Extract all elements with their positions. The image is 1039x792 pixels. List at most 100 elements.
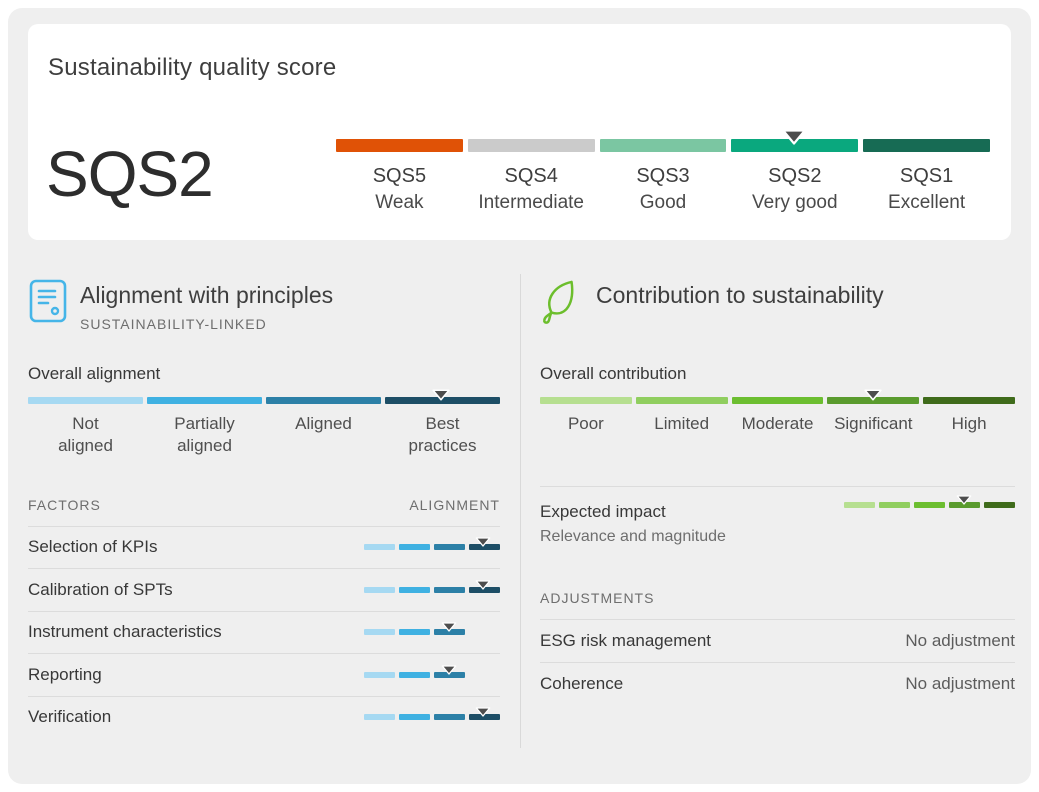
adjustment-label: ESG risk management <box>540 630 712 650</box>
scale-segment <box>364 586 395 593</box>
scale-step-label: SQS3 Good <box>636 165 690 213</box>
scale-step-label: SQS5 Weak <box>372 165 427 213</box>
scale-segment <box>540 397 632 405</box>
scale-segment <box>469 586 500 593</box>
scale-segment <box>434 544 465 551</box>
scale-segment <box>599 139 727 152</box>
scale-segment <box>28 397 143 405</box>
expected-impact-sublabel: Relevance and magnitude <box>540 527 726 545</box>
scale-step-label: Not aligned <box>58 414 113 456</box>
table-row: Verification <box>28 695 500 739</box>
scale-labels: SQS5 Weak SQS4 Intermediate SQS3 Good SQS2 Very… <box>336 165 990 214</box>
document-lines-icon <box>28 278 68 324</box>
scale-segment <box>923 397 1015 405</box>
scale-step-label: SQS2 Very good <box>752 165 838 213</box>
score-marker-icon <box>441 622 457 632</box>
scale-step-label: Significant <box>834 414 913 434</box>
adjustments-header-row: ADJUSTMENTS <box>540 590 1015 619</box>
scale-segment <box>434 671 465 678</box>
scale-step-label: Moderate <box>741 414 814 434</box>
table-row: Selection of KPIs <box>28 525 500 569</box>
scale-step-label: Aligned <box>295 414 352 434</box>
scale-segment <box>984 502 1015 509</box>
scale-segment <box>635 397 728 405</box>
factors-table-header: FACTORS ALIGNMENT <box>28 497 500 526</box>
scale-segment <box>364 671 395 678</box>
scale-bar <box>540 389 1015 405</box>
scale-segment <box>266 397 381 405</box>
sqs-rating-scale: SQS5 Weak SQS4 Intermediate SQS3 Good SQS2 Very… <box>336 129 990 214</box>
overall-alignment-label: Overall alignment <box>28 364 161 383</box>
scale-labels: Not aligned Partially aligned Aligned Best … <box>28 413 500 457</box>
scale-segment <box>336 139 463 152</box>
factor-alignment-scale <box>364 707 500 721</box>
scale-segment <box>147 397 262 405</box>
score-marker-icon <box>475 580 491 590</box>
scale-segment <box>467 139 595 152</box>
scale-segment <box>399 586 430 593</box>
scale-segment <box>731 139 859 152</box>
table-row: ESG risk management No adjustment <box>540 618 1015 662</box>
adjustments-header: ADJUSTMENTS <box>540 589 655 606</box>
scale-step-label: Partially aligned <box>174 414 235 456</box>
scale-segment <box>469 714 500 721</box>
column-divider <box>520 274 521 748</box>
adjustment-label: Coherence <box>540 673 624 693</box>
alignment-section: Alignment with principles SUSTAINABILITY… <box>28 272 500 738</box>
alignment-column-header: ALIGNMENT <box>409 496 500 513</box>
page-title: Sustainability quality score <box>48 54 337 81</box>
scale-bar <box>28 389 500 405</box>
scale-bar <box>364 665 500 678</box>
scorecard-frame: Sustainability quality score SQS2 SQS5 We… <box>8 8 1031 784</box>
scale-step-label: High <box>951 414 987 434</box>
sqs-score-value: SQS2 <box>46 138 214 210</box>
overall-contribution-label: Overall contribution <box>540 364 687 383</box>
expected-impact-label: Expected impact <box>540 502 666 522</box>
table-row: Coherence No adjustment <box>540 661 1015 705</box>
scale-segment <box>844 502 875 509</box>
score-marker-icon <box>475 707 491 717</box>
leaf-icon <box>540 278 584 326</box>
factor-label: Reporting <box>28 664 102 684</box>
scale-step-label: Poor <box>567 414 604 434</box>
factor-label: Calibration of SPTs <box>28 579 173 599</box>
factor-label: Verification <box>28 707 112 727</box>
score-marker-icon <box>441 665 457 675</box>
scale-segment <box>434 714 465 721</box>
factor-label: Selection of KPIs <box>28 537 158 557</box>
scale-segment <box>949 502 980 509</box>
scale-segment <box>399 671 430 678</box>
overall-alignment-scale: Not aligned Partially aligned Aligned Best … <box>28 389 500 457</box>
scale-step-label: Limited <box>654 414 710 434</box>
scale-bar <box>364 580 500 593</box>
scale-segment <box>914 502 945 509</box>
score-marker-icon <box>475 537 491 547</box>
score-marker-icon <box>781 129 807 145</box>
factor-alignment-scale <box>364 622 500 636</box>
scale-step-label: SQS1 Excellent <box>888 165 966 213</box>
expected-impact-row: Expected impact Relevance and magnitude <box>540 486 1015 545</box>
alignment-section-header: Alignment with principles SUSTAINABILITY… <box>28 272 500 336</box>
scale-segment <box>863 139 990 152</box>
adjustment-value: No adjustment <box>905 673 1015 693</box>
factor-alignment-scale <box>364 537 500 551</box>
scale-labels: Poor Limited Moderate Significant High <box>540 413 1015 435</box>
scale-segment <box>399 714 430 721</box>
scale-segment <box>364 544 395 551</box>
contribution-section-header: Contribution to sustainability <box>540 272 1015 336</box>
factor-label: Instrument characteristics <box>28 622 222 642</box>
scale-segment <box>434 629 465 636</box>
scale-segment <box>434 586 465 593</box>
scale-step-label: Best practices <box>408 414 477 456</box>
score-marker-icon <box>432 389 451 401</box>
scale-segment <box>399 544 430 551</box>
scale-bar <box>364 622 500 636</box>
adjustment-value: No adjustment <box>905 630 1015 650</box>
scale-segment <box>364 714 395 721</box>
scale-bar <box>336 129 990 152</box>
alignment-section-title: Alignment with principles <box>80 282 334 308</box>
scale-step-label: SQS4 Intermediate <box>478 165 584 213</box>
table-row: Reporting <box>28 653 500 696</box>
overall-contribution-scale: Poor Limited Moderate Significant High <box>540 389 1015 435</box>
scale-segment <box>399 629 430 636</box>
